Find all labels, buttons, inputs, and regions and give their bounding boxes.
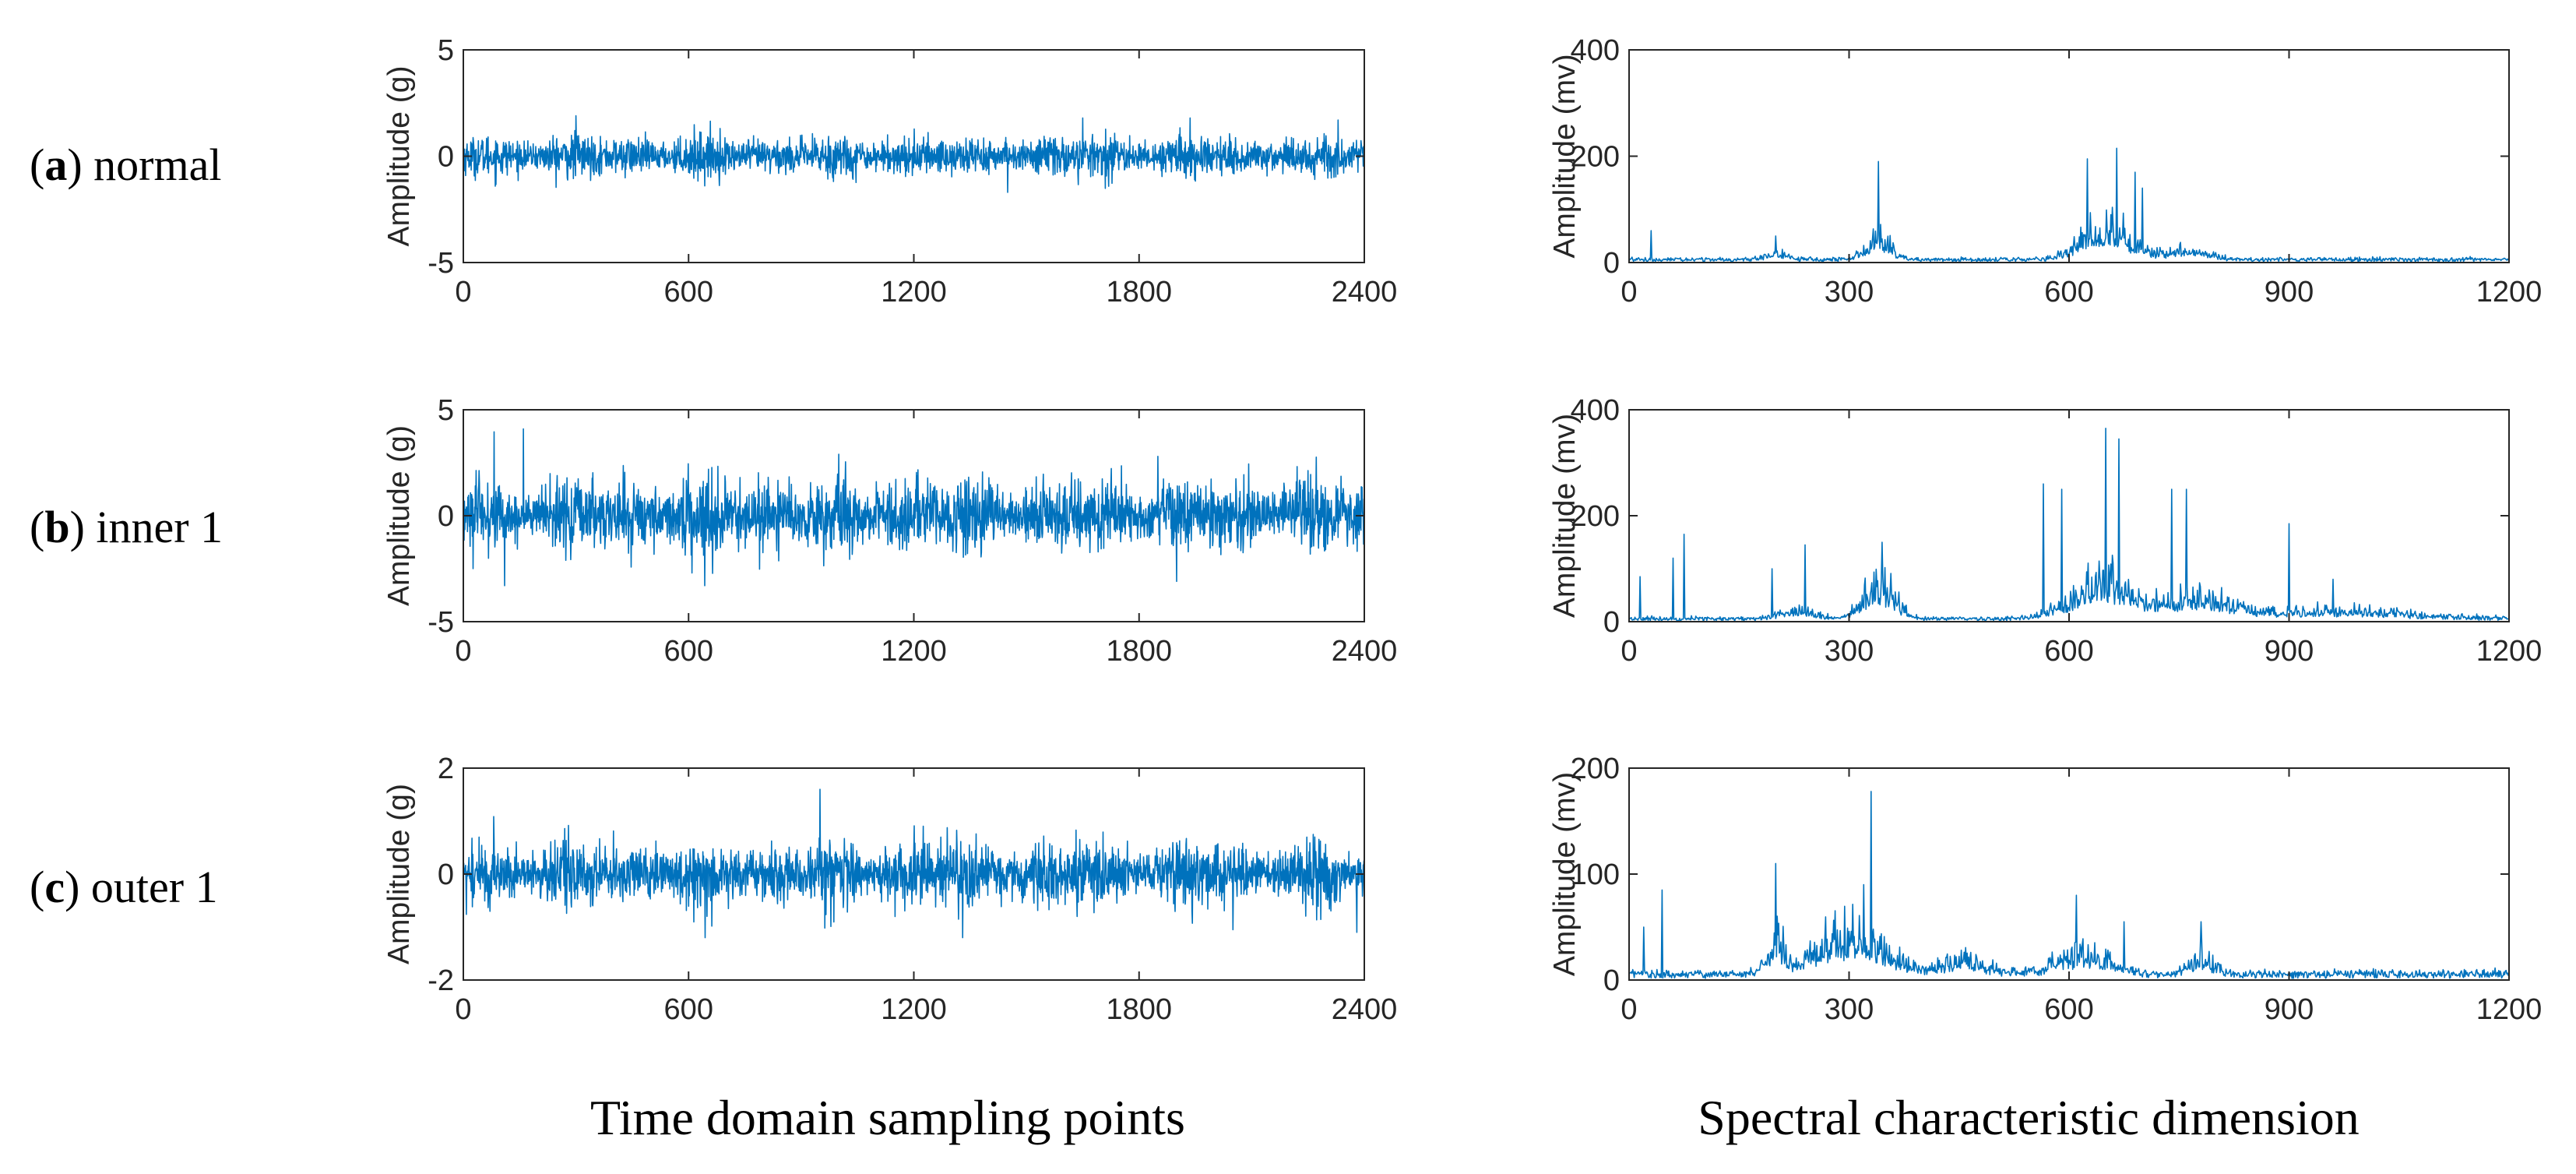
x-tick-label: 2400 <box>1332 993 1398 1026</box>
y-axis-label: Amplitude (mv) <box>1548 54 1582 258</box>
series-line <box>463 115 1364 193</box>
x-tick-label: 1200 <box>881 276 947 308</box>
series-line <box>463 428 1365 587</box>
y-tick-label: 0 <box>438 500 454 533</box>
y-axis-label: Amplitude (mv) <box>1548 414 1582 618</box>
y-tick-label: 5 <box>438 394 454 427</box>
y-tick-label: 0 <box>1603 606 1620 639</box>
y-tick-label: 2 <box>438 753 454 785</box>
x-tick-label: 0 <box>455 993 471 1026</box>
x-tick-label: 300 <box>1825 276 1874 308</box>
y-tick-label: 200 <box>1571 753 1620 785</box>
x-tick-label: 1200 <box>2476 993 2543 1026</box>
y-tick-label: 200 <box>1571 141 1620 174</box>
y-tick-label: 400 <box>1571 34 1620 67</box>
y-tick-label: -5 <box>428 247 454 280</box>
x-tick-label: 600 <box>2044 993 2093 1026</box>
axes-box <box>1628 49 2510 263</box>
x-tick-label: 900 <box>2265 276 2314 308</box>
x-tick-label: 1800 <box>1106 635 1172 668</box>
y-tick-label: -5 <box>428 606 454 639</box>
x-tick-label: 1800 <box>1106 993 1172 1026</box>
y-tick-label: 5 <box>438 34 454 67</box>
y-axis-label: Amplitude (g) <box>382 66 416 247</box>
spectrum-axis-title: Spectral characteristic dimension <box>1698 1090 2360 1145</box>
y-axis-label: Amplitude (g) <box>382 784 416 964</box>
axes-box <box>1628 409 2510 622</box>
x-tick-label: 300 <box>1825 993 1874 1026</box>
y-axis-label: Amplitude (g) <box>382 425 416 606</box>
row-label-c: (c) outer 1 <box>30 862 218 912</box>
y-tick-label: 0 <box>438 858 454 891</box>
x-tick-label: 0 <box>455 276 471 308</box>
y-tick-label: 0 <box>1603 247 1620 280</box>
x-tick-label: 2400 <box>1332 635 1398 668</box>
y-tick-label: 0 <box>438 141 454 174</box>
x-tick-label: 0 <box>1621 993 1637 1026</box>
x-tick-label: 600 <box>2044 276 2093 308</box>
axes-box <box>1628 767 2510 981</box>
series-line <box>1628 427 2510 622</box>
x-tick-label: 600 <box>664 993 713 1026</box>
row-label-a: (a) normal <box>30 139 222 190</box>
series-line <box>1628 147 2510 263</box>
x-tick-label: 600 <box>664 635 713 668</box>
series-line <box>1628 791 2510 979</box>
x-tick-label: 300 <box>1825 635 1874 668</box>
y-tick-label: 100 <box>1571 858 1620 891</box>
x-tick-label: 900 <box>2265 635 2314 668</box>
x-tick-label: 0 <box>1621 635 1637 668</box>
row-label-b: (b) inner 1 <box>30 502 223 552</box>
x-tick-label: 600 <box>664 276 713 308</box>
y-tick-label: 400 <box>1571 394 1620 427</box>
x-tick-label: 900 <box>2265 993 2314 1026</box>
y-tick-label: 0 <box>1603 964 1620 997</box>
series-line <box>463 788 1365 939</box>
x-tick-label: 1200 <box>881 635 947 668</box>
x-tick-label: 2400 <box>1332 276 1398 308</box>
x-tick-label: 1200 <box>2476 276 2543 308</box>
x-tick-label: 1200 <box>2476 635 2543 668</box>
y-axis-label: Amplitude (mv) <box>1548 772 1582 976</box>
x-tick-label: 1800 <box>1106 276 1172 308</box>
x-tick-label: 0 <box>455 635 471 668</box>
time-axis-title: Time domain sampling points <box>590 1090 1185 1145</box>
y-tick-label: -2 <box>428 964 454 997</box>
y-tick-label: 200 <box>1571 500 1620 533</box>
x-tick-label: 0 <box>1621 276 1637 308</box>
x-tick-label: 600 <box>2044 635 2093 668</box>
x-tick-label: 1200 <box>881 993 947 1026</box>
